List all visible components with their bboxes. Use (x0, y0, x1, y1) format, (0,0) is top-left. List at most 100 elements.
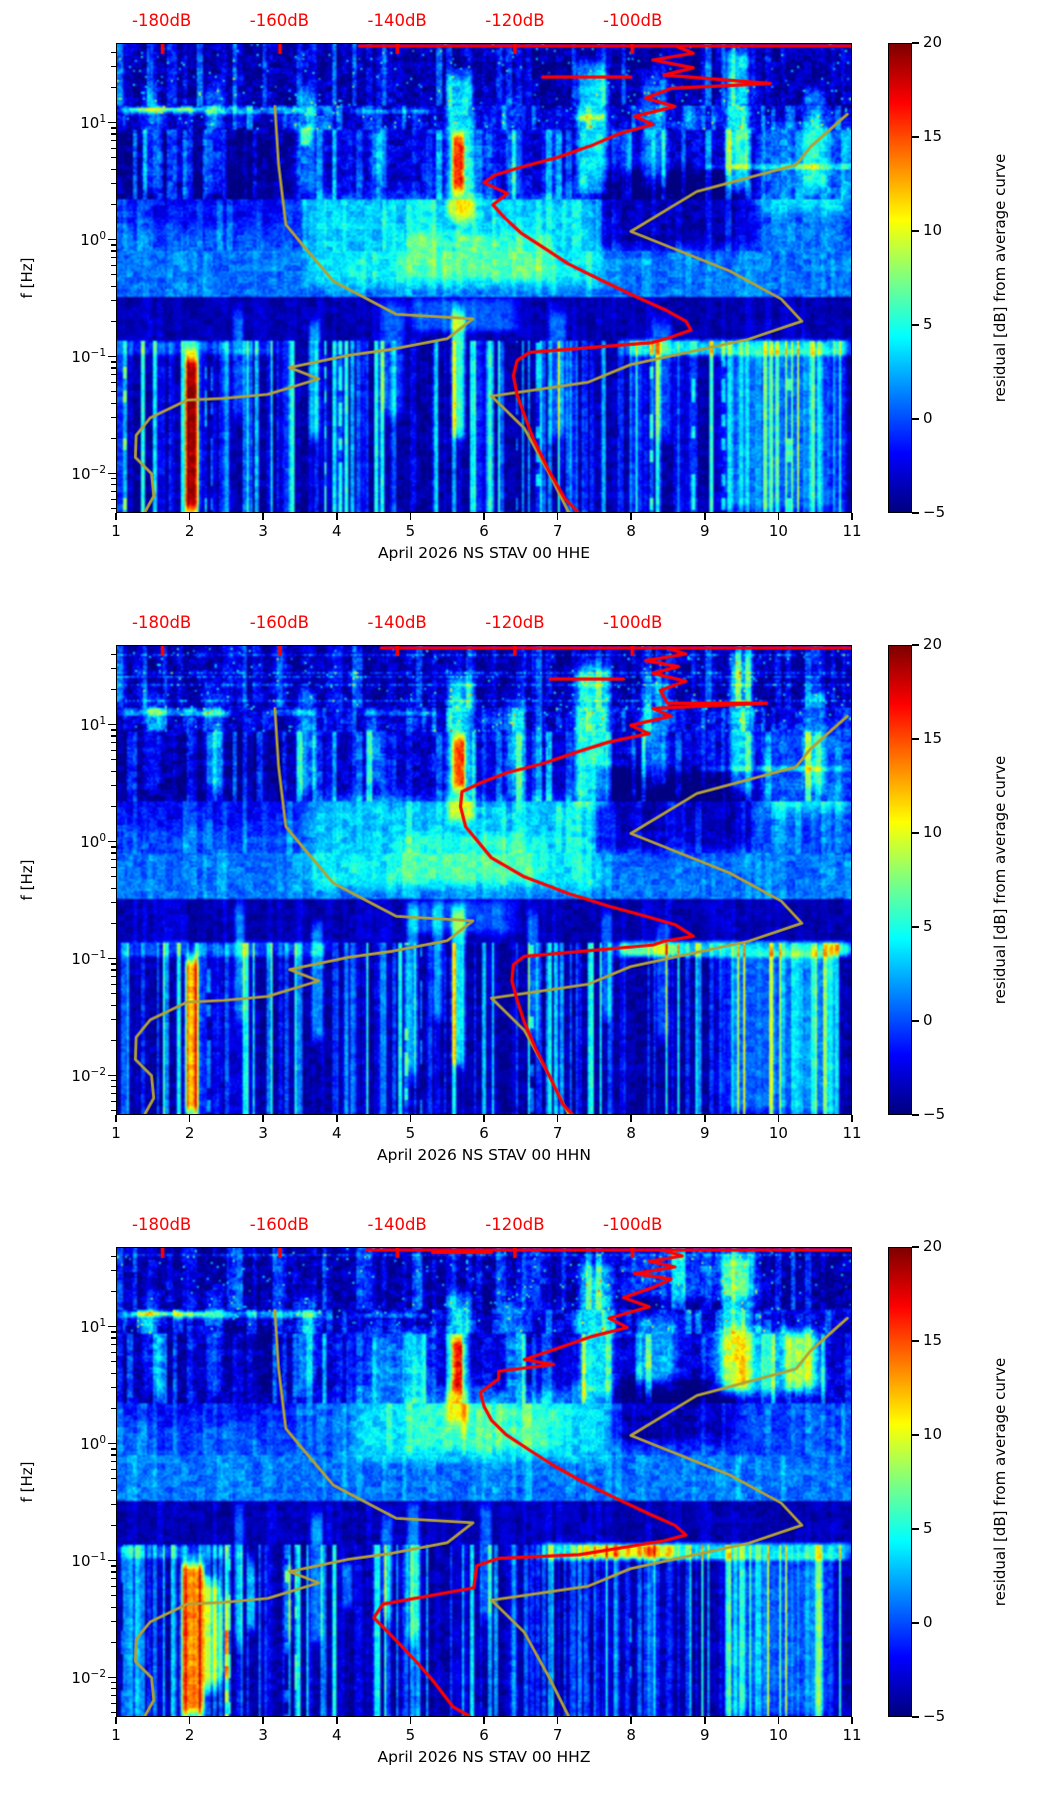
y-tick-label: 10−2 (71, 1065, 106, 1085)
colorbar-tick-label: −5 (923, 503, 946, 521)
y-minor-tick (111, 1504, 116, 1506)
top-axis-db-label: -160dB (249, 11, 310, 30)
top-axis-db-label: -160dB (249, 613, 310, 632)
x-tick-label: 10 (768, 522, 788, 540)
colorbar-tick-label: 15 (923, 127, 943, 145)
y-minor-tick (111, 1004, 116, 1006)
top-axis-db-label: -140dB (367, 1215, 427, 1234)
spectrogram-hhn (116, 645, 852, 1115)
x-tick (556, 1717, 559, 1724)
y-minor-tick (111, 1468, 116, 1471)
y-minor-tick (111, 250, 116, 252)
y-tick (108, 723, 116, 726)
y-minor-tick (111, 498, 116, 501)
x-tick (777, 1717, 780, 1724)
y-minor-tick (111, 203, 116, 206)
y-tick (108, 121, 116, 124)
y-minor-tick (111, 1361, 116, 1363)
colorbar-tick (912, 1020, 919, 1022)
y-minor-tick (111, 852, 116, 854)
y-minor-tick (111, 653, 116, 655)
x-tick (115, 513, 117, 520)
y-minor-tick (111, 133, 116, 135)
x-tick (777, 1115, 780, 1122)
colorbar-tick (912, 418, 919, 420)
panel-title-hhe: April 2026 NS STAV 00 HHE (377, 544, 591, 562)
y-minor-tick (111, 140, 116, 142)
y-minor-tick (111, 374, 116, 376)
x-tick-label: 9 (700, 522, 710, 540)
top-axis-db-label: -120dB (485, 613, 545, 632)
colorbar-tick-label: 0 (923, 1613, 933, 1631)
x-tick (483, 1717, 485, 1724)
y-tick-label: 100 (80, 831, 106, 851)
y-minor-tick (111, 735, 116, 737)
x-tick-label: 3 (258, 1124, 268, 1142)
colorbar-tick (912, 324, 919, 326)
x-tick-label: 4 (332, 1726, 342, 1744)
y-minor-tick (111, 1606, 116, 1608)
x-tick (262, 1115, 264, 1122)
y-minor-tick (111, 846, 116, 848)
y-tick-label: 101 (80, 112, 106, 132)
y-tick-label: 10−2 (71, 463, 106, 483)
x-tick (704, 1115, 706, 1122)
y-minor-tick (111, 244, 116, 246)
y-minor-tick (111, 876, 116, 878)
y-minor-tick (111, 478, 116, 480)
colorbar-tick-label: 5 (923, 315, 933, 333)
y-minor-tick (111, 1682, 116, 1684)
x-tick-label: 5 (405, 1726, 416, 1744)
x-tick-label: 9 (700, 1124, 710, 1142)
x-tick-label: 2 (184, 522, 195, 540)
y-minor-tick (111, 785, 116, 787)
y-minor-tick (111, 1595, 116, 1597)
y-minor-tick (111, 983, 116, 986)
top-axis-db-label: -180dB (132, 11, 192, 30)
colorbar-hhz (888, 1247, 912, 1717)
y-minor-tick (111, 993, 116, 995)
x-tick-label: 10 (768, 1124, 788, 1142)
y-minor-tick (111, 367, 116, 369)
x-tick (336, 1115, 338, 1122)
spectrogram-hhz (116, 1247, 852, 1717)
y-minor-tick (111, 417, 116, 419)
top-axis-db-label: -140dB (367, 11, 427, 30)
y-minor-tick (111, 1571, 116, 1573)
x-tick (115, 1115, 117, 1122)
x-tick-label: 2 (184, 1124, 195, 1142)
y-minor-tick (111, 1489, 116, 1491)
y-minor-tick (111, 1344, 116, 1346)
colorbar-tick (912, 1114, 919, 1116)
x-tick (409, 1115, 412, 1122)
y-minor-tick (111, 1524, 116, 1526)
y-tick-label: 10−1 (71, 948, 106, 968)
y-minor-tick (111, 183, 116, 185)
x-tick (704, 513, 706, 520)
y-minor-tick (111, 1407, 116, 1410)
y-minor-tick (111, 770, 116, 772)
y-minor-tick (111, 361, 116, 363)
y-minor-tick (111, 51, 116, 53)
x-tick (262, 1717, 264, 1724)
x-tick (851, 1115, 853, 1122)
colorbar-tick (912, 42, 919, 44)
colorbar-tick (912, 926, 919, 928)
x-tick-label: 2 (184, 1726, 195, 1744)
colorbar-tick-label: 20 (923, 1237, 943, 1255)
y-axis-label: f [Hz] (18, 257, 36, 299)
y-minor-tick (111, 402, 116, 404)
y-tick (108, 1325, 116, 1328)
y-minor-tick (111, 1093, 116, 1095)
panel-hhz: -180dB -160dB -140dB -120dB -100dB 1 2 3 4 5 6 7 8 9 1… (0, 1204, 1052, 1806)
y-axis-label: f [Hz] (18, 1461, 36, 1503)
colorbar-tick-label: 15 (923, 1331, 943, 1349)
y-tick-label: 101 (80, 1316, 106, 1336)
x-tick (851, 513, 853, 520)
x-tick-label: 10 (768, 1726, 788, 1744)
y-tick (108, 472, 116, 475)
x-tick (483, 513, 485, 520)
x-tick-label: 11 (842, 1726, 862, 1744)
y-minor-tick (111, 1565, 116, 1567)
y-minor-tick (111, 320, 116, 322)
